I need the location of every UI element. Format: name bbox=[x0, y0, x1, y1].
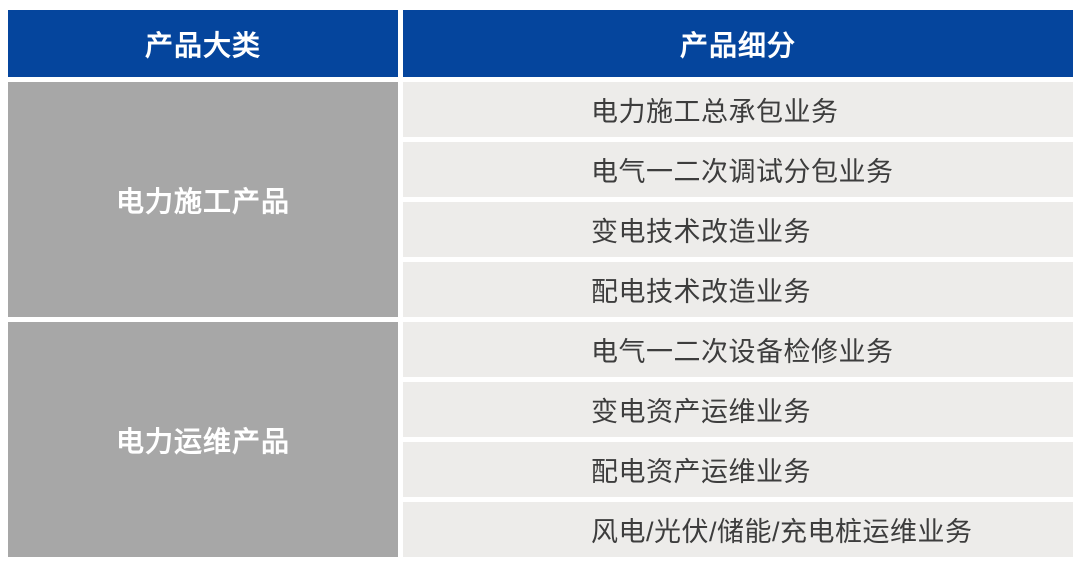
table-row-item: 电力施工总承包业务 bbox=[403, 82, 1073, 137]
product-table: 产品大类 产品细分 电力施工产品 电力施工总承包业务 电气一二次调试分包业务 变… bbox=[8, 10, 1073, 557]
header-cell-product-subdivision: 产品细分 bbox=[403, 10, 1073, 77]
table-row-item: 变电资产运维业务 bbox=[403, 382, 1073, 437]
table-row-item: 电气一二次设备检修业务 bbox=[403, 322, 1073, 377]
category-cell-power-operations: 电力运维产品 bbox=[8, 322, 398, 557]
category-cell-power-construction: 电力施工产品 bbox=[8, 82, 398, 317]
table-row-item: 变电技术改造业务 bbox=[403, 202, 1073, 257]
table-row-item: 配电资产运维业务 bbox=[403, 442, 1073, 497]
header-cell-product-category: 产品大类 bbox=[8, 10, 398, 77]
table-row-item: 电气一二次调试分包业务 bbox=[403, 142, 1073, 197]
table-row-item: 配电技术改造业务 bbox=[403, 262, 1073, 317]
table-row-item: 风电/光伏/储能/充电桩运维业务 bbox=[403, 502, 1073, 557]
